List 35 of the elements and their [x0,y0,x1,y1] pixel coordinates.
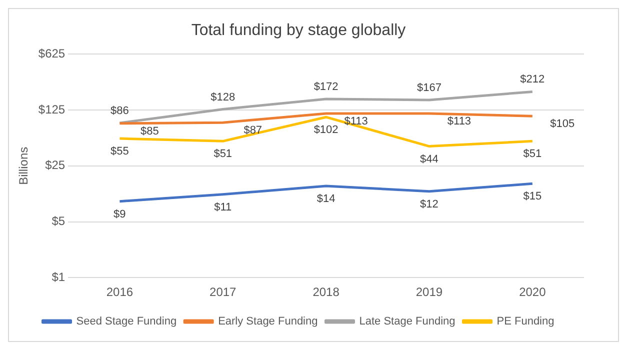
chart-title: Total funding by stage globally [191,22,406,40]
y-tick-label: $5 [52,214,66,228]
data-label: $9 [114,208,126,220]
legend-label: Early Stage Funding [218,316,318,328]
y-tick-label: $1 [52,270,66,284]
data-label: $113 [344,116,368,128]
data-label: $15 [523,190,542,203]
x-tick-label: 2016 [106,285,134,300]
legend-label: Late Stage Funding [359,316,456,328]
data-label: $167 [416,82,442,94]
x-tick-label: 2020 [519,285,546,300]
data-label: $44 [420,153,438,166]
data-label: $86 [110,105,129,118]
data-label: $85 [140,125,159,138]
legend-label: PE Funding [496,316,554,328]
y-tick-label: $625 [38,46,66,61]
legend-label: Seed Stage Funding [76,316,177,328]
y-tick-label: $125 [38,102,66,116]
data-label: $113 [447,116,472,128]
data-label: $172 [314,81,338,94]
y-axis-title: Billions [16,146,31,185]
data-label: $14 [316,193,336,206]
data-label: $51 [523,148,542,160]
data-label: $105 [550,118,575,130]
data-label: $102 [314,124,338,136]
x-tick-label: 2017 [210,285,237,300]
data-label: $128 [210,91,236,104]
data-label: $51 [214,148,232,160]
y-tick-label: $25 [45,158,66,172]
x-tick-label: 2018 [312,285,340,300]
data-label: $212 [520,74,545,86]
data-label: $12 [420,198,438,210]
data-label: $55 [110,146,129,158]
x-tick-label: 2019 [416,285,443,300]
data-label: $11 [214,201,232,214]
